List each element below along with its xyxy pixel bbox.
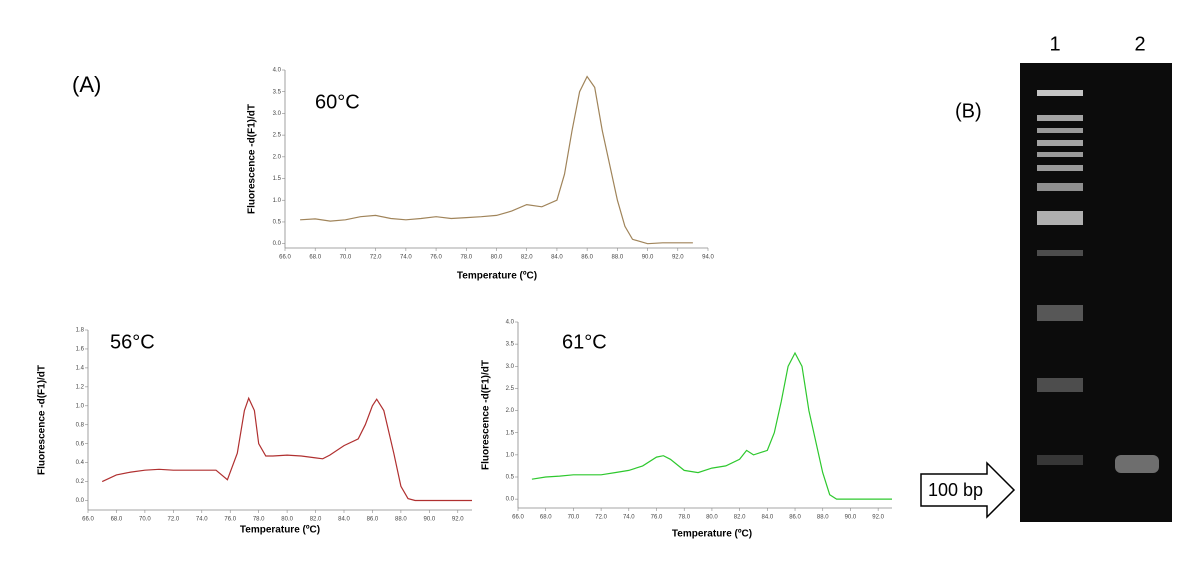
melt-curve	[101, 396, 472, 502]
y-tick-label: 1.0	[273, 198, 282, 204]
lane-label: 2	[1134, 33, 1145, 55]
y-tick-label: 1.8	[76, 328, 85, 334]
ladder-bands	[1037, 90, 1159, 473]
x-tick-label: 88.0	[395, 517, 407, 523]
y-tick-label: 3.0	[273, 111, 282, 117]
x-tick-label: 80.0	[281, 517, 293, 523]
y-tick-label: 0.5	[273, 220, 282, 226]
x-tick-label: 84.0	[338, 517, 350, 523]
lane-label: 1	[1049, 33, 1060, 55]
x-tick-label: 78.0	[678, 515, 690, 521]
gel-background	[1020, 63, 1172, 522]
x-tick-label: 90.0	[845, 515, 857, 521]
x-tick-label: 86.0	[581, 255, 593, 261]
x-tick-label: 78.0	[460, 255, 472, 261]
x-tick-label: 88.0	[817, 515, 829, 521]
melt-curve	[300, 75, 693, 245]
y-tick-label: 4.0	[506, 320, 515, 326]
y-tick-label: 2.0	[506, 408, 515, 414]
x-tick-label: 68.0	[111, 517, 123, 523]
x-tick-label: 92.0	[872, 515, 884, 521]
x-tick-label: 66.0	[82, 517, 94, 523]
y-tick-label: 2.0	[273, 154, 282, 160]
y-tick-label: 1.0	[76, 403, 85, 409]
x-tick-label: 82.0	[521, 255, 533, 261]
x-axis-label: Temperature (ºC)	[240, 525, 320, 536]
x-tick-label: 88.0	[612, 255, 624, 261]
panel-label: (A)	[72, 72, 101, 97]
x-tick-label: 74.0	[196, 517, 208, 523]
y-tick-label: 1.5	[273, 176, 282, 182]
x-tick-label: 90.0	[423, 517, 435, 523]
y-axis-label: Fluorescence -d(F1)/dT	[37, 365, 48, 475]
y-tick-label: 1.0	[506, 452, 515, 458]
x-tick-label: 84.0	[551, 255, 563, 261]
x-tick-label: 76.0	[224, 517, 236, 523]
y-tick-label: 0.6	[76, 441, 85, 447]
gel: 1 2 100 bp	[920, 33, 1172, 522]
x-tick-label: 68.0	[309, 255, 321, 261]
x-tick-label: 92.0	[672, 255, 684, 261]
y-axis-label: Fluorescence -d(F1)/dT	[247, 104, 258, 214]
x-tick-label: 70.0	[340, 255, 352, 261]
x-tick-label: 86.0	[789, 515, 801, 521]
x-tick-label: 78.0	[253, 517, 265, 523]
chart-title: 60°C	[315, 91, 360, 113]
x-tick-label: 76.0	[651, 515, 663, 521]
x-tick-label: 70.0	[568, 515, 580, 521]
y-tick-label: 1.5	[506, 430, 515, 436]
x-tick-label: 72.0	[370, 255, 382, 261]
x-tick-label: 72.0	[167, 517, 179, 523]
y-tick-label: 2.5	[273, 133, 282, 139]
y-tick-label: 0.0	[76, 498, 85, 504]
y-tick-label: 0.0	[273, 241, 282, 247]
x-tick-label: 90.0	[642, 255, 654, 261]
y-tick-label: 3.5	[506, 342, 515, 348]
y-tick-label: 1.2	[76, 384, 85, 390]
x-tick-label: 68.0	[540, 515, 552, 521]
y-tick-label: 0.2	[76, 479, 85, 485]
x-axis-label: Temperature (ºC)	[672, 529, 752, 540]
x-axis-label: Temperature (ºC)	[457, 271, 537, 282]
marker-arrow	[920, 461, 1016, 519]
x-tick-label: 86.0	[367, 517, 379, 523]
x-tick-label: 76.0	[430, 255, 442, 261]
x-tick-label: 80.0	[706, 515, 718, 521]
y-tick-label: 1.4	[76, 365, 85, 371]
x-tick-label: 84.0	[761, 515, 773, 521]
y-tick-label: 3.0	[506, 364, 515, 370]
y-tick-label: 3.5	[273, 89, 282, 95]
y-axis-label: Fluorescence -d(F1)/dT	[481, 360, 492, 470]
x-tick-label: 70.0	[139, 517, 151, 523]
x-tick-label: 66.0	[512, 515, 524, 521]
chart-title: 61°C	[562, 331, 607, 353]
y-tick-label: 0.8	[76, 422, 85, 428]
x-tick-label: 94.0	[702, 255, 714, 261]
melt-curve	[531, 351, 892, 500]
y-tick-label: 2.5	[506, 386, 515, 392]
y-tick-label: 0.0	[506, 497, 515, 503]
x-tick-label: 82.0	[734, 515, 746, 521]
y-tick-label: 0.4	[76, 460, 85, 466]
panel-label: (B)	[955, 100, 982, 122]
x-tick-label: 80.0	[491, 255, 503, 261]
chart-title: 56°C	[110, 331, 155, 353]
marker-label: 100 bp	[928, 480, 983, 500]
x-tick-label: 74.0	[623, 515, 635, 521]
x-tick-label: 74.0	[400, 255, 412, 261]
x-tick-label: 82.0	[310, 517, 322, 523]
x-tick-label: 72.0	[595, 515, 607, 521]
x-tick-label: 92.0	[452, 517, 464, 523]
y-tick-label: 4.0	[273, 68, 282, 74]
y-tick-label: 1.6	[76, 347, 85, 353]
y-tick-label: 0.5	[506, 475, 515, 481]
x-tick-label: 66.0	[279, 255, 291, 261]
